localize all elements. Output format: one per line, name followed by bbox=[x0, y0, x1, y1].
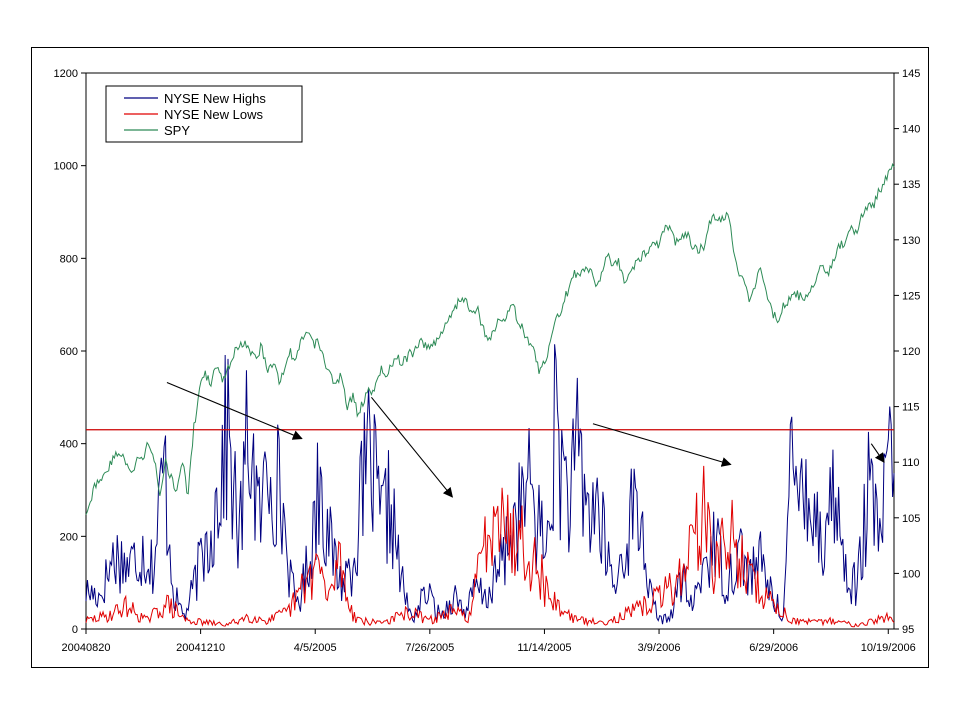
legend-entry-label: SPY bbox=[164, 123, 190, 138]
right-axis-tick-label: 120 bbox=[902, 346, 920, 358]
left-axis-tick-label: 0 bbox=[72, 624, 78, 636]
axes: 0 200 400 600 800 1000 1200 95 100 105 110 115 120 12… bbox=[54, 68, 921, 654]
left-axis-tick-label: 400 bbox=[60, 439, 78, 451]
left-axis-tick-label: 600 bbox=[60, 346, 78, 358]
x-axis-tick-label: 7/26/2005 bbox=[405, 642, 454, 654]
trend-arrow bbox=[592, 423, 732, 467]
left-axis-tick-label: 800 bbox=[60, 253, 78, 265]
series-line-nyse-new-highs bbox=[85, 344, 895, 625]
chart-svg: 0 200 400 600 800 1000 1200 95 100 105 110 115 120 12… bbox=[54, 68, 921, 654]
right-axis-tick-label: 145 bbox=[902, 68, 920, 80]
annotation-layer bbox=[86, 381, 894, 498]
series-line-spy bbox=[85, 162, 895, 515]
x-axis-tick-label: 6/29/2006 bbox=[749, 642, 798, 654]
right-axis-tick-label: 100 bbox=[902, 568, 920, 580]
series-layer bbox=[85, 162, 895, 628]
right-axis-tick-label: 130 bbox=[902, 235, 920, 247]
right-axis-tick-label: 125 bbox=[902, 290, 920, 302]
x-axis-tick-label: 11/14/2005 bbox=[517, 642, 571, 654]
legend-entry-label: NYSE New Lows bbox=[164, 107, 263, 122]
right-axis-tick-label: 135 bbox=[902, 179, 920, 191]
trend-arrow bbox=[166, 381, 303, 440]
right-axis-tick-label: 105 bbox=[902, 513, 920, 525]
trend-arrow bbox=[870, 443, 885, 464]
series-line-nyse-new-lows bbox=[85, 465, 895, 628]
right-axis-tick-label: 95 bbox=[902, 624, 914, 636]
x-axis-tick-label: 4/5/2005 bbox=[294, 642, 337, 654]
left-axis-tick-label: 1200 bbox=[54, 68, 78, 80]
legend-entry-label: NYSE New Highs bbox=[164, 91, 266, 106]
x-axis-tick-label: 20041210 bbox=[176, 642, 225, 654]
chart-frame: 0 200 400 600 800 1000 1200 95 100 105 110 115 120 12… bbox=[31, 47, 929, 668]
right-axis-tick-label: 140 bbox=[902, 124, 920, 136]
right-axis-tick-label: 115 bbox=[902, 402, 920, 414]
trend-arrow bbox=[371, 396, 453, 498]
x-axis-tick-label: 3/9/2006 bbox=[638, 642, 681, 654]
x-axis-tick-label: 10/19/2006 bbox=[861, 642, 916, 654]
right-axis-tick-label: 110 bbox=[902, 457, 920, 469]
left-axis-tick-label: 1000 bbox=[54, 161, 78, 173]
left-axis-tick-label: 200 bbox=[60, 531, 78, 543]
x-axis-tick-label: 20040820 bbox=[62, 642, 111, 654]
